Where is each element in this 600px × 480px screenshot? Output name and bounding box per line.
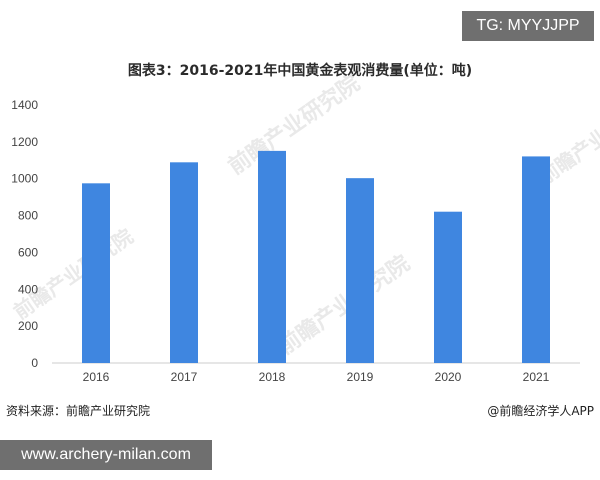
y-tick-label: 1400 xyxy=(11,98,38,112)
brand-note: @前瞻经济学人APP xyxy=(487,404,594,418)
bars xyxy=(82,150,550,363)
bar-2021 xyxy=(522,156,550,363)
y-tick-label: 0 xyxy=(31,356,38,370)
x-tick-label: 2020 xyxy=(435,370,462,384)
watermark-text: 前瞻产业研究院 xyxy=(274,250,415,360)
y-tick-label: 600 xyxy=(18,245,38,259)
y-axis: 0 200 400 600 800 1000 1200 1400 xyxy=(11,98,38,370)
x-tick-label: 2019 xyxy=(347,370,374,384)
x-tick-label: 2018 xyxy=(259,370,286,384)
watermark-text: 前瞻产业研究院 xyxy=(9,224,137,324)
x-tick-label: 2021 xyxy=(523,370,550,384)
bar-2017 xyxy=(170,162,198,363)
source-note: 资料来源：前瞻产业研究院 xyxy=(6,404,151,418)
y-tick-label: 1000 xyxy=(11,172,38,186)
tg-badge: TG: MYYJJPP xyxy=(462,11,594,41)
y-tick-label: 1200 xyxy=(11,135,38,149)
watermark-text: 前瞻产业研究院 xyxy=(224,70,365,180)
bar-2018 xyxy=(258,150,286,363)
x-axis: 2016 2017 2018 2019 2020 2021 xyxy=(83,370,550,384)
x-tick-label: 2017 xyxy=(171,370,198,384)
bar-2019 xyxy=(346,178,374,363)
chart-title: 图表3：2016-2021年中国黄金表观消费量(单位：吨) xyxy=(127,63,473,79)
y-tick-label: 800 xyxy=(18,209,38,223)
bar-2020 xyxy=(434,211,462,363)
y-tick-label: 200 xyxy=(18,319,38,333)
url-badge: www.archery-milan.com xyxy=(0,440,212,470)
y-tick-label: 400 xyxy=(18,282,38,296)
x-tick-label: 2016 xyxy=(83,370,110,384)
bar-2016 xyxy=(82,183,110,363)
